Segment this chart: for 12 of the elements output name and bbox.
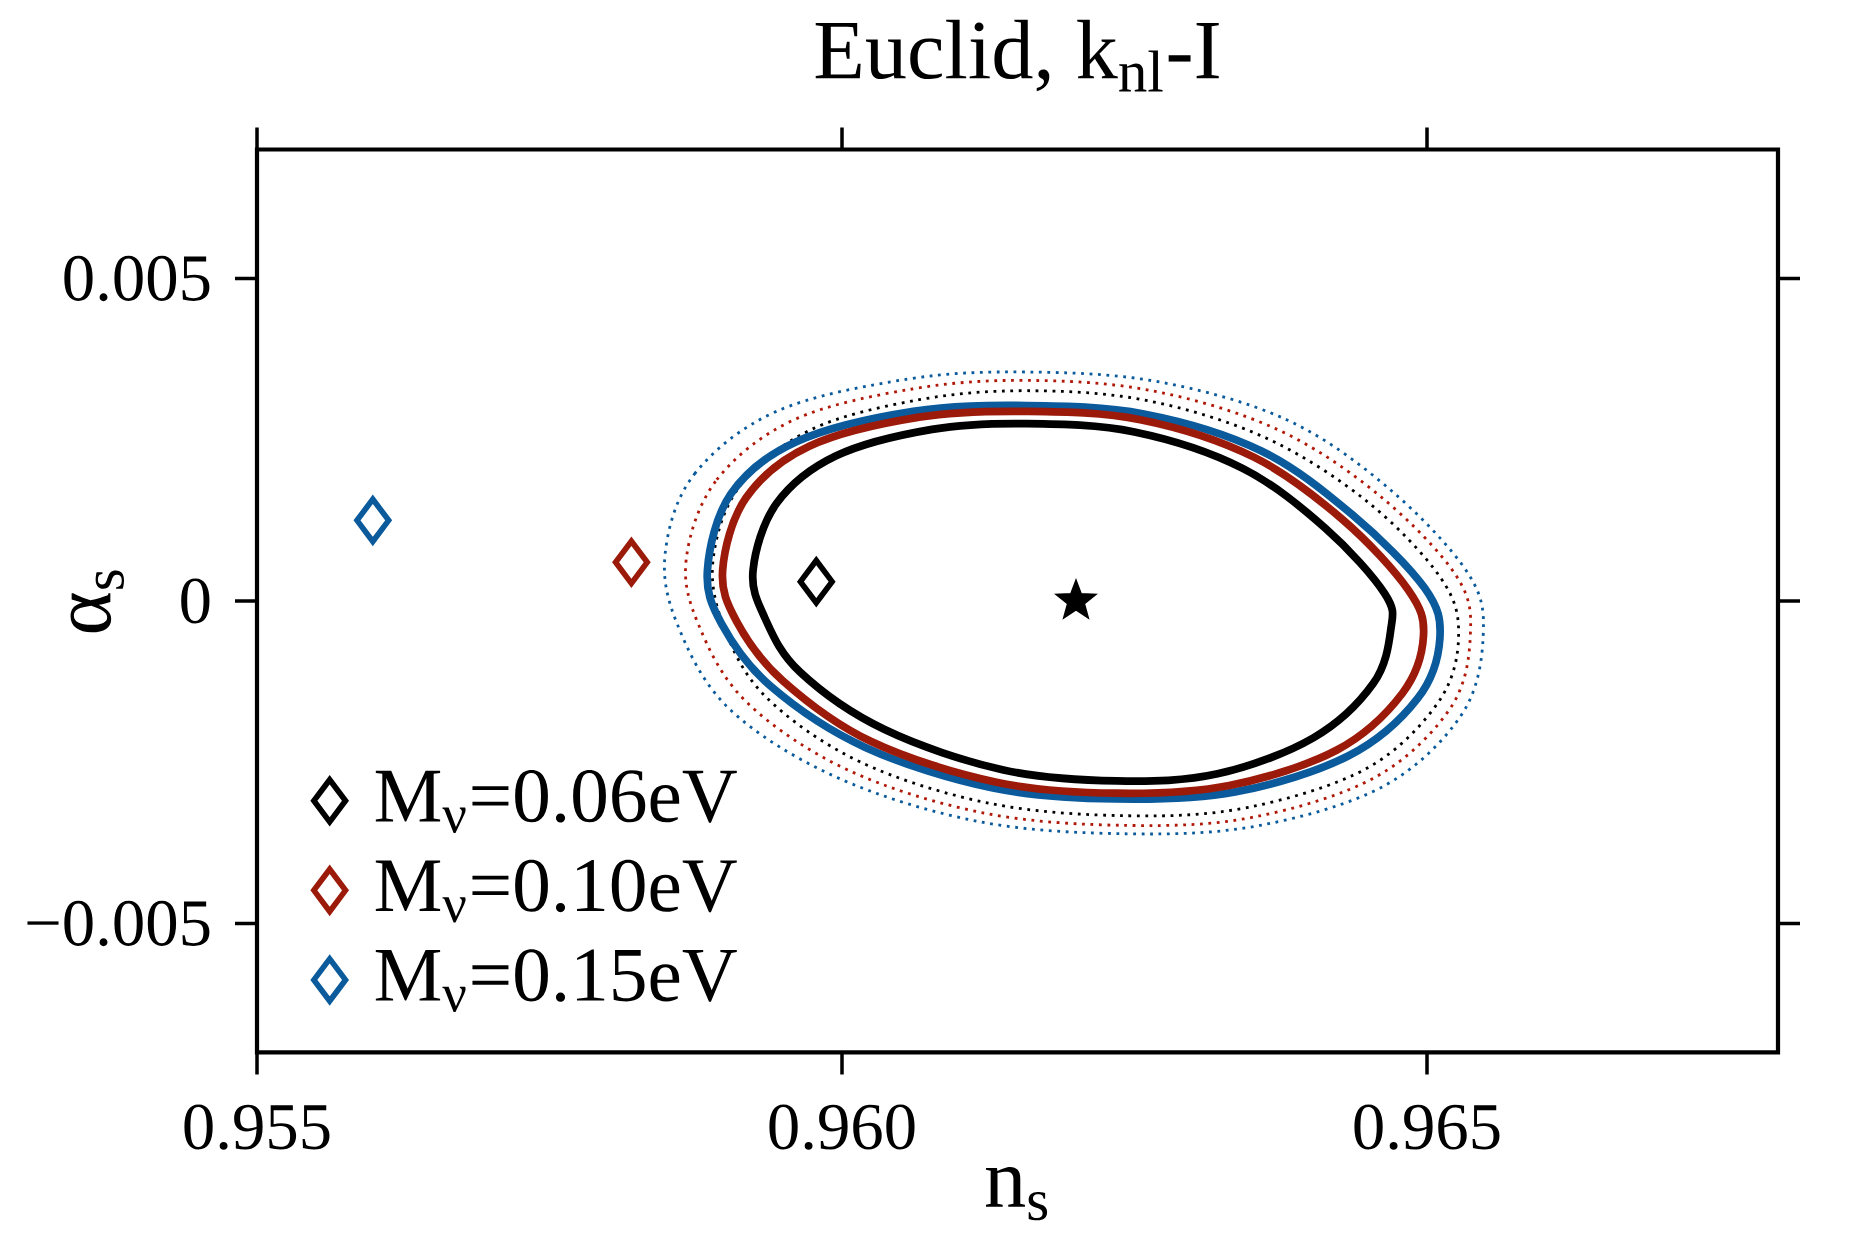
x-tick-label: 0.965 <box>1354 1104 1500 1150</box>
y-tick-label: 0.005 <box>64 255 210 302</box>
y-tick-label: −0.005 <box>27 900 210 947</box>
chart-title: Euclid, k$_{nl}$-I <box>815 19 1219 92</box>
y-tick-label: 0 <box>181 578 210 624</box>
legend-label: M$_{ν}$=0.15eV <box>375 949 737 1013</box>
x-axis-title: n$_{s}$ <box>985 1166 1048 1221</box>
legend-label: M$_{ν}$=0.06eV <box>375 770 737 833</box>
x-tick-label: 0.960 <box>769 1104 915 1150</box>
y-axis-title: α$_{s}$ <box>70 570 125 633</box>
legend-label: M$_{ν}$=0.10eV <box>375 859 737 923</box>
x-tick-label: 0.955 <box>184 1104 330 1150</box>
